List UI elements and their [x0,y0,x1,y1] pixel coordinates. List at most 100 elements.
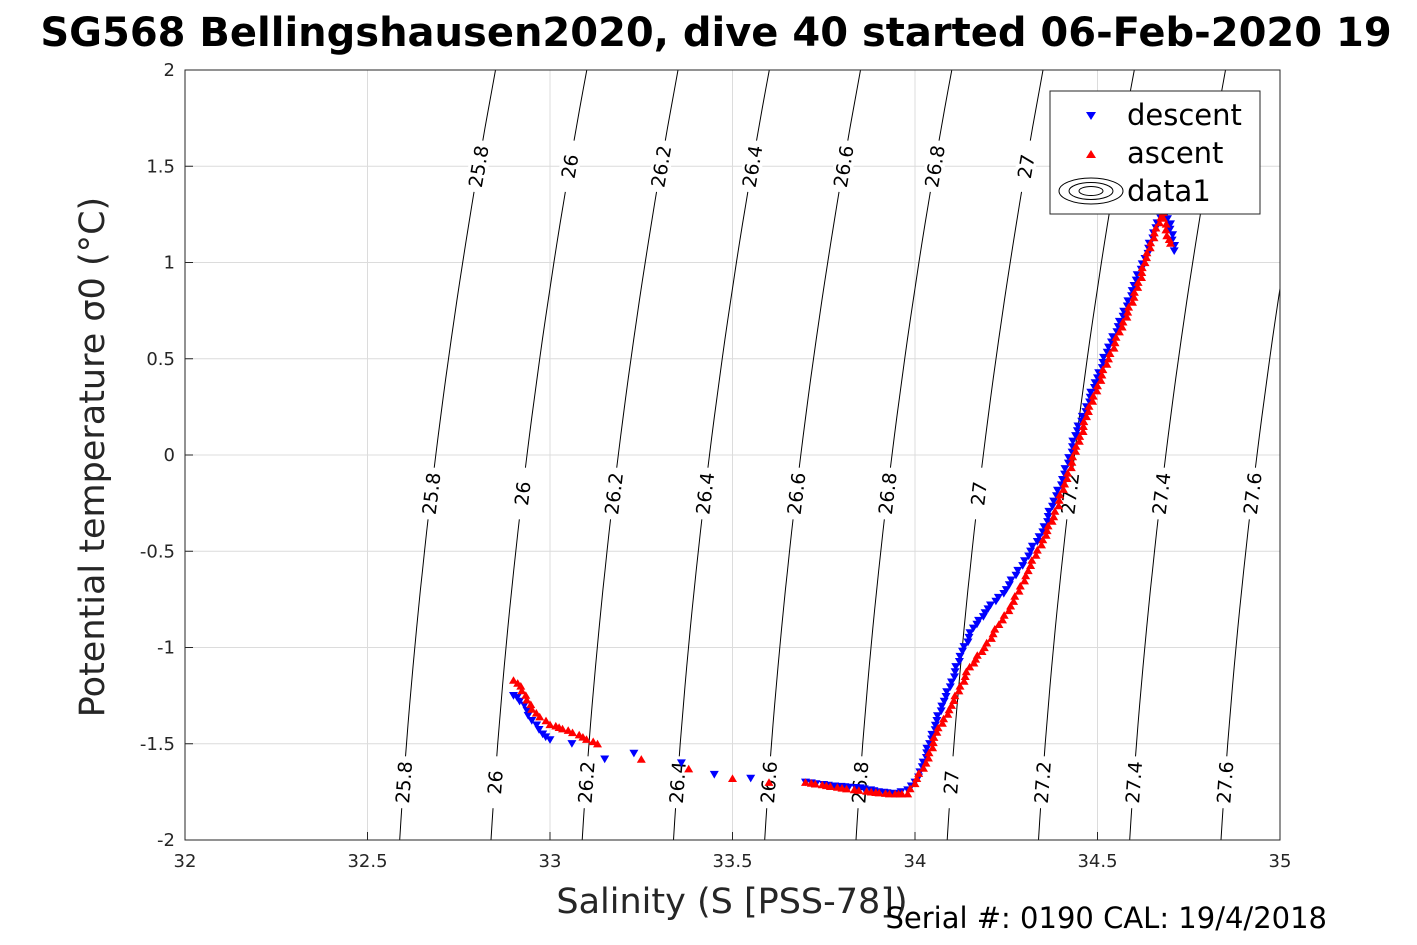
contour-label-gap [482,755,507,809]
legend-box [1049,90,1261,215]
y-axis-ticks: -2 -1.5 -1 -0.5 0 0.5 1 1.5 2 [140,60,193,851]
contour-label-gap [847,755,872,809]
y-tick-label: 2 [164,60,175,81]
ascent-marker [955,682,965,690]
contour-label-gap [829,138,858,194]
ascent-marker [1079,417,1089,426]
contour-label-gap [464,138,493,194]
ascent-marker [897,789,907,798]
ascent-marker [764,778,774,786]
ascent-marker [949,696,959,704]
ascent-marker [903,789,913,798]
descent-marker [1043,513,1053,521]
ascent-marker [1129,293,1139,301]
ascent-marker [988,629,998,638]
ascent-marker [1137,263,1147,272]
descent-marker [1034,533,1044,541]
ascent-marker [1097,370,1107,379]
isopycnal-line [490,70,588,840]
ascent-marker [1047,517,1057,525]
descent-marker [951,663,961,671]
ascent-marker [521,691,531,699]
legend: descent ascent data1 [1049,90,1261,215]
ascent-marker [1066,463,1076,472]
ascent-marker [1161,225,1171,234]
contour-label: 26.8 [848,761,873,805]
ascent-marker [1032,545,1042,554]
x-tick-label: 34.5 [1077,851,1117,872]
descent-marker [1060,465,1070,473]
ascent-marker [998,615,1007,624]
ascent-marker [1083,407,1093,415]
descent-marker [1165,225,1175,234]
ascent-marker [884,789,894,798]
contour-label: 27 [967,480,992,507]
ascent-marker [1149,233,1159,242]
ascent-marker [932,728,942,736]
data-markers [509,205,1180,798]
ascent-marker [1026,561,1036,569]
descent-marker [1020,557,1029,565]
contour-label: 25.8 [392,760,417,804]
ascent-marker [1109,343,1119,352]
ascent-marker [921,759,931,767]
ascent-marker [1084,402,1094,410]
ascent-marker [1021,571,1031,580]
ascent-marker [1142,253,1151,262]
descent-marker [963,638,973,647]
ascent-marker [582,735,591,743]
contour-label: 26.2 [575,760,600,804]
descent-marker [676,759,686,767]
ascent-marker [541,716,551,725]
descent-marker [993,593,1003,602]
descent-marker [968,624,978,633]
descent-marker [936,707,946,716]
descent-marker [522,706,532,715]
descent-marker [927,730,937,739]
descent-marker [1168,231,1178,239]
contour-label-gap [391,755,416,809]
ascent-marker [1009,597,1019,605]
contour-label: 26.2 [601,471,628,516]
descent-marker [746,774,756,783]
descent-marker [1048,502,1057,511]
ascent-marker [1063,468,1073,477]
ascent-marker [914,769,924,777]
contour-label: 26.4 [666,761,691,805]
ascent-marker [558,724,567,733]
contour-label-gap [1030,755,1055,809]
x-tick-label: 32 [174,851,197,872]
ascent-marker [950,691,960,700]
ascent-marker [994,620,1004,628]
contour-label: 26.4 [692,471,719,516]
ascent-marker [969,658,979,667]
isopycnal-line [673,70,770,840]
ascent-marker [933,723,943,732]
ascent-marker [1004,606,1014,615]
ascent-marker [636,755,646,763]
descent-marker [930,721,940,730]
ascent-marker [526,700,536,709]
ascent-marker [1088,391,1098,400]
descent-marker [974,616,984,625]
descent-marker [532,721,542,730]
contour-label-gap [555,138,584,194]
descent-marker [523,711,533,720]
legend-data1-label: data1 [1127,174,1211,208]
descent-marker [709,770,719,779]
ascent-marker [1104,354,1113,363]
ascent-marker [1151,223,1161,232]
descent-marker [1166,220,1175,229]
ascent-marker [1161,219,1171,228]
descent-marker [1068,437,1078,446]
ascent-marker [1082,412,1091,421]
descent-marker [629,749,639,758]
ascent-marker [919,764,928,772]
ascent-marker [928,743,938,752]
contour-label-gap [1212,755,1237,809]
isopycnal-line [946,70,1044,840]
ascent-marker [1038,535,1048,544]
ascent-marker [924,748,934,757]
ascent-marker [1049,512,1059,521]
contour-label: 25.8 [419,471,446,516]
